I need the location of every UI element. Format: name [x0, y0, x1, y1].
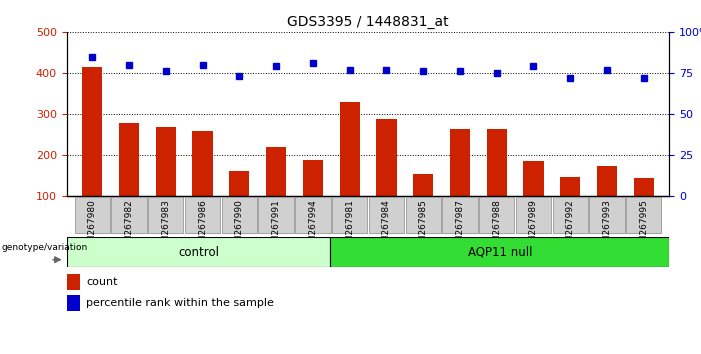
Text: GSM267989: GSM267989 [529, 199, 538, 254]
Text: percentile rank within the sample: percentile rank within the sample [86, 298, 274, 308]
FancyBboxPatch shape [552, 197, 588, 233]
FancyBboxPatch shape [185, 197, 220, 233]
Text: AQP11 null: AQP11 null [468, 246, 532, 259]
Bar [266, 147, 286, 196]
FancyBboxPatch shape [295, 197, 331, 233]
Text: GSM267990: GSM267990 [235, 199, 244, 254]
Text: GSM267984: GSM267984 [382, 199, 391, 254]
FancyBboxPatch shape [590, 197, 625, 233]
FancyBboxPatch shape [405, 197, 441, 233]
FancyBboxPatch shape [332, 197, 367, 233]
Text: GSM267988: GSM267988 [492, 199, 501, 254]
Text: GSM267995: GSM267995 [639, 199, 648, 254]
FancyBboxPatch shape [626, 197, 661, 233]
Text: GSM267985: GSM267985 [418, 199, 428, 254]
Bar [597, 166, 617, 196]
FancyBboxPatch shape [75, 197, 110, 233]
FancyBboxPatch shape [369, 197, 404, 233]
Text: GSM267991: GSM267991 [271, 199, 280, 254]
FancyBboxPatch shape [111, 197, 147, 233]
Bar [524, 161, 543, 196]
Text: GSM267987: GSM267987 [456, 199, 465, 254]
Text: GSM267981: GSM267981 [345, 199, 354, 254]
FancyBboxPatch shape [516, 197, 551, 233]
FancyBboxPatch shape [148, 197, 184, 233]
Bar [156, 126, 176, 196]
FancyBboxPatch shape [259, 197, 294, 233]
Text: GSM267982: GSM267982 [125, 199, 134, 254]
Bar [560, 177, 580, 196]
Bar [67, 295, 80, 311]
FancyBboxPatch shape [479, 197, 515, 233]
Title: GDS3395 / 1448831_at: GDS3395 / 1448831_at [287, 16, 449, 29]
Text: GSM267980: GSM267980 [88, 199, 97, 254]
Bar [67, 274, 80, 290]
Bar [193, 131, 212, 196]
Bar [450, 129, 470, 196]
Bar [67, 237, 330, 267]
Bar [413, 174, 433, 196]
Text: GSM267983: GSM267983 [161, 199, 170, 254]
Text: GSM267994: GSM267994 [308, 199, 318, 254]
Bar [634, 178, 654, 196]
FancyBboxPatch shape [222, 197, 257, 233]
Text: GSM267992: GSM267992 [566, 199, 575, 254]
Bar [303, 160, 323, 196]
Bar [119, 123, 139, 196]
Text: control: control [178, 246, 219, 259]
Bar [486, 129, 507, 196]
Text: GSM267993: GSM267993 [602, 199, 611, 254]
Text: genotype/variation: genotype/variation [1, 243, 88, 252]
Text: GSM267986: GSM267986 [198, 199, 207, 254]
Bar [229, 171, 250, 196]
Text: count: count [86, 277, 118, 287]
Bar [82, 67, 102, 196]
Bar [376, 119, 397, 196]
Bar [339, 102, 360, 196]
Bar [330, 237, 669, 267]
FancyBboxPatch shape [442, 197, 477, 233]
